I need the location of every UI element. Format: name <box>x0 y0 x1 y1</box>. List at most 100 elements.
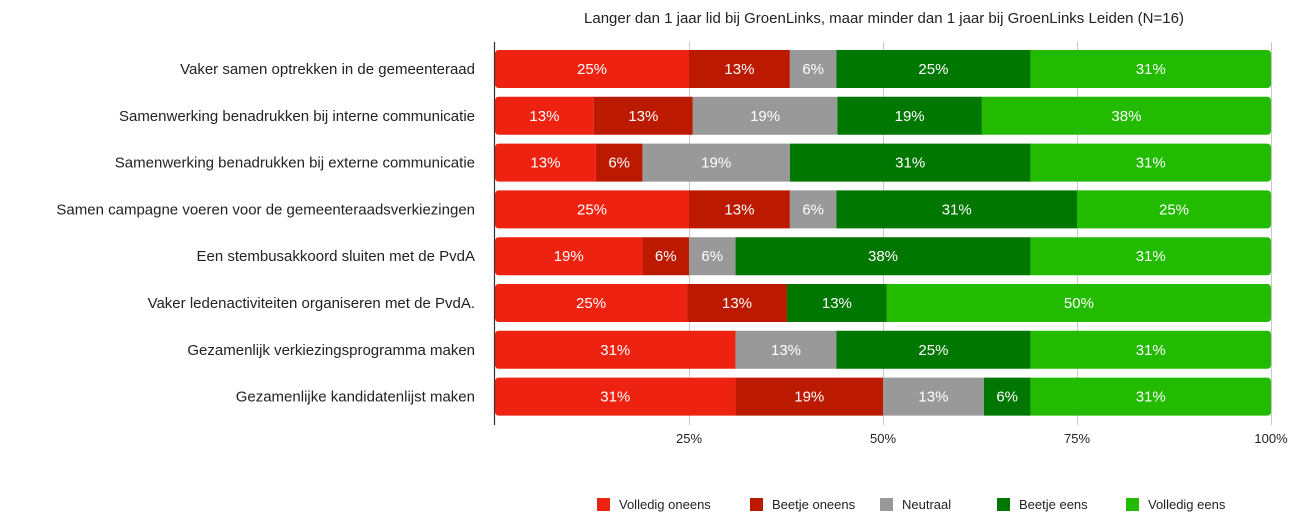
category-label: Vaker samen optrekken in de gemeenteraad <box>180 61 475 78</box>
bar-segment <box>495 143 596 182</box>
bar-value-label: 19% <box>750 108 780 125</box>
bar-segment <box>689 190 790 229</box>
bar-segment <box>836 50 1031 88</box>
bar-segment <box>687 284 787 322</box>
category-label: Gezamenlijk verkiezingsprogramma maken <box>187 342 475 359</box>
bar-value-label: 13% <box>628 108 658 125</box>
bar-segment <box>495 377 736 416</box>
bar-value-label: 31% <box>1136 61 1166 78</box>
category-label: Vaker ledenactiviteiten organiseren met … <box>148 295 475 312</box>
bar-segment <box>593 96 693 135</box>
bar-segment <box>1030 377 1271 416</box>
bar-value-label: 19% <box>794 389 824 406</box>
bar-value-label: 6% <box>608 155 630 172</box>
bar-segment <box>983 377 1031 416</box>
bar-segment <box>692 96 838 135</box>
category-label: Samenwerking benadrukken bij externe com… <box>115 155 475 172</box>
legend-swatch <box>1126 498 1139 511</box>
bar-segment <box>689 237 736 276</box>
x-tick-label: 100% <box>1254 431 1288 446</box>
bar-segment <box>1030 330 1271 369</box>
bar-segment <box>495 50 689 88</box>
bar-segment <box>735 237 1031 276</box>
bar-value-label: 13% <box>822 295 852 312</box>
bar-value-label: 13% <box>918 389 948 406</box>
bar-value-label: 6% <box>802 61 824 78</box>
x-tick-label: 50% <box>870 431 896 446</box>
bar-value-label: 31% <box>1136 342 1166 359</box>
legend-swatch <box>750 498 763 511</box>
bar-segment <box>789 143 1031 182</box>
bar-value-label: 31% <box>600 342 630 359</box>
bar-segment <box>595 143 643 182</box>
category-label: Gezamenlijke kandidatenlijst maken <box>236 389 475 406</box>
bar-value-label: 31% <box>1136 155 1166 172</box>
bar-value-label: 25% <box>1159 201 1189 218</box>
x-tick-labels: 25% 50% 75% 100% <box>676 431 1288 446</box>
legend-swatch <box>597 498 610 511</box>
bar-value-label: 6% <box>701 248 723 265</box>
bar-segment <box>837 96 982 135</box>
bar-segment <box>689 50 790 88</box>
bar-segment <box>495 284 688 322</box>
bar-value-label: 31% <box>1136 248 1166 265</box>
bar-segment <box>1030 143 1271 182</box>
bar-value-label: 25% <box>577 201 607 218</box>
bar-segment <box>883 377 984 416</box>
bar-value-label: 31% <box>895 155 925 172</box>
bar-value-label: 6% <box>996 389 1018 406</box>
bar-value-label: 13% <box>771 342 801 359</box>
bar-segment <box>786 284 887 322</box>
category-labels: Vaker samen optrekken in de gemeenteraad… <box>56 61 475 406</box>
bar-value-label: 25% <box>918 342 948 359</box>
bar-segment <box>495 330 736 369</box>
bar-segment <box>642 237 689 276</box>
legend-label: Beetje oneens <box>772 497 856 512</box>
bar-value-label: 50% <box>1064 295 1094 312</box>
legend-label: Volledig oneens <box>619 497 711 512</box>
x-tick-label: 25% <box>676 431 702 446</box>
legend-swatch <box>880 498 893 511</box>
bar-segment <box>642 143 790 182</box>
bar-segment <box>735 330 837 369</box>
bar-value-label: 19% <box>554 248 584 265</box>
chart-title: Langer dan 1 jaar lid bij GroenLinks, ma… <box>584 10 1184 27</box>
bar-value-label: 19% <box>701 155 731 172</box>
bar-segment <box>836 330 1031 369</box>
bar-segment <box>836 190 1077 229</box>
bar-value-label: 31% <box>1136 389 1166 406</box>
legend-label: Neutraal <box>902 497 951 512</box>
legend-swatch <box>997 498 1010 511</box>
category-label: Een stembusakkoord sluiten met de PvdA <box>197 248 475 265</box>
bar-segment <box>789 50 837 88</box>
bar-segment <box>1030 50 1271 88</box>
bar-value-label: 38% <box>868 248 898 265</box>
legend-label: Beetje eens <box>1019 497 1088 512</box>
bar-value-label: 6% <box>802 201 824 218</box>
bar-value-label: 25% <box>576 295 606 312</box>
bar-value-label: 31% <box>942 201 972 218</box>
bar-segment <box>886 284 1271 322</box>
bar-value-label: 31% <box>600 389 630 406</box>
bar-value-label: 38% <box>1111 108 1141 125</box>
bar-value-label: 25% <box>577 61 607 78</box>
bar-segment <box>1030 237 1271 276</box>
x-tick-label: 75% <box>1064 431 1090 446</box>
bar-value-label: 13% <box>724 201 754 218</box>
bar-value-label: 13% <box>529 108 559 125</box>
category-label: Samenwerking benadrukken bij interne com… <box>119 108 475 125</box>
bar-value-label: 13% <box>724 61 754 78</box>
bar-value-label: 25% <box>918 61 948 78</box>
legend: Volledig oneens Beetje oneens Neutraal Beet… <box>597 497 1226 512</box>
bar-value-label: 13% <box>722 295 752 312</box>
category-label: Samen campagne voeren voor de gemeentera… <box>56 201 475 218</box>
bar-value-label: 6% <box>655 248 677 265</box>
bar-segment <box>1077 190 1271 229</box>
bar-segment <box>495 237 643 276</box>
bar-segment <box>495 96 594 135</box>
bar-segment <box>789 190 837 229</box>
bar-value-label: 19% <box>895 108 925 125</box>
bar-value-label: 13% <box>530 155 560 172</box>
legend-label: Volledig eens <box>1148 497 1226 512</box>
